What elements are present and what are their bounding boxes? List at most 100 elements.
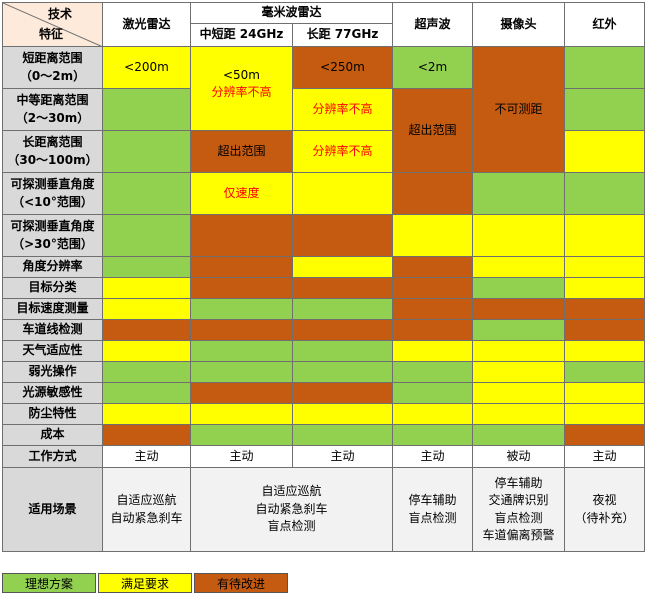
col-header-camera: 摄像头 — [472, 2, 566, 47]
cell-mm-long-angle-res — [291, 256, 394, 278]
cell-mm-long-speed — [291, 298, 394, 320]
cell-mm-long-dust — [291, 403, 394, 425]
cell-ultra-light-sens — [392, 382, 474, 404]
cell-mm-long-lane — [291, 319, 394, 341]
cell-camera-angle-res — [472, 256, 566, 278]
header-corner-cell: 技术 特征 — [2, 2, 103, 47]
row-label-weather: 天气适应性 — [2, 340, 103, 362]
cell-ir-low-light — [564, 361, 646, 383]
cell-mm-short-light-sens — [190, 382, 293, 404]
row-label-angle-res: 角度分辨率 — [2, 256, 103, 278]
row-label-mode: 工作方式 — [2, 445, 103, 468]
cell-ir-dust — [564, 403, 646, 425]
corner-label-feature: 特征 — [39, 26, 64, 41]
cell-ir-scenario: 夜视 （待补充） — [564, 467, 646, 552]
row-label-subtext: （30～100m） — [7, 152, 98, 167]
cell-mm-long-cost — [291, 424, 394, 446]
cell-ultra-vert-large — [392, 214, 474, 257]
row-label-speed: 目标速度测量 — [2, 298, 103, 320]
cell-ultra-mode: 主动 — [392, 445, 474, 468]
cell-mm-long-short: <250m — [291, 46, 394, 89]
legend-improve: 有待改进 — [194, 573, 288, 593]
cell-camera-lane — [472, 319, 566, 341]
cell-camera-cost — [472, 424, 566, 446]
cell-ultra-low-light — [392, 361, 474, 383]
cell-mm-short-angle-res — [190, 256, 293, 278]
cell-ir-vert-large — [564, 214, 646, 257]
cell-ir-classify — [564, 277, 646, 299]
cell-ir-long — [564, 130, 646, 173]
cell-ultra-dust — [392, 403, 474, 425]
scenario-item: 自动紧急刹车 — [110, 510, 183, 525]
cell-ultra-angle-res — [392, 256, 474, 278]
sensor-comparison-table: 技术 特征 激光雷达 毫米波雷达 超声波 摄像头 红外 中短距 24GHz 长距… — [2, 2, 646, 552]
cell-ir-speed — [564, 298, 646, 320]
cell-lidar-speed — [102, 298, 191, 320]
cell-mm-long-light-sens — [291, 382, 394, 404]
cell-ir-short — [564, 46, 646, 89]
cell-ir-cost — [564, 424, 646, 446]
col-header-lidar: 激光雷达 — [102, 2, 191, 47]
scenario-item: 车道偏离预警 — [482, 527, 555, 542]
scenario-item: 盲点检测 — [267, 519, 316, 534]
cell-camera-light-sens — [472, 382, 566, 404]
legend-meets: 满足要求 — [98, 573, 192, 593]
cell-ir-vert-small — [564, 172, 646, 215]
row-label-text: 长距离范围 — [22, 135, 83, 150]
cell-mm-long-long: 分辨率不高 — [291, 130, 394, 173]
col-header-ultrasonic: 超声波 — [392, 2, 474, 47]
cell-lidar-scenario: 自适应巡航 自动紧急刹车 — [102, 467, 191, 552]
cell-ir-mid — [564, 88, 646, 131]
cell-ultra-weather — [392, 340, 474, 362]
cell-mm-long-mid: 分辨率不高 — [291, 88, 394, 131]
cell-lidar-classify — [102, 277, 191, 299]
cell-mm-long-mode: 主动 — [291, 445, 394, 468]
cell-camera-vert-large — [472, 214, 566, 257]
cell-lidar-mid — [102, 88, 191, 131]
cell-camera-scenario: 停车辅助 交通牌识别 盲点检测 车道偏离预警 — [472, 467, 566, 552]
cell-ir-angle-res — [564, 256, 646, 278]
cell-mm-long-vert-large — [291, 214, 394, 257]
cell-lidar-long — [102, 130, 191, 173]
row-label-light-sens: 光源敏感性 — [2, 382, 103, 404]
row-label-text: 可探测垂直角度 — [10, 219, 95, 234]
cell-camera-range: 不可测距 — [472, 46, 566, 173]
row-label-vert-large: 可探测垂直角度 （>30°范围） — [2, 214, 103, 257]
scenario-item: 夜视 — [592, 493, 617, 508]
cell-mm-short-vert-large — [190, 214, 293, 257]
cell-lidar-vert-small — [102, 172, 191, 215]
scenario-item: 停车辅助 — [494, 475, 543, 490]
row-label-subtext: （0～2m） — [19, 68, 86, 83]
cell-camera-weather — [472, 340, 566, 362]
cell-mm-short-out: 超出范围 — [190, 130, 293, 173]
scenario-item: （待补充） — [574, 510, 635, 525]
cell-lidar-low-light — [102, 361, 191, 383]
cell-mm-long-weather — [291, 340, 394, 362]
cell-camera-vert-small — [472, 172, 566, 215]
cell-ultra-vert-small — [392, 172, 474, 215]
cell-ir-lane — [564, 319, 646, 341]
cell-text: <50m — [222, 68, 260, 82]
cell-mm-short-range: <50m 分辨率不高 — [190, 46, 293, 131]
cell-mm-short-cost — [190, 424, 293, 446]
cell-camera-low-light — [472, 361, 566, 383]
scenario-item: 自动紧急刹车 — [255, 501, 328, 516]
scenario-item: 停车辅助 — [408, 493, 457, 508]
cell-ultra-lane — [392, 319, 474, 341]
cell-ultra-short: <2m — [392, 46, 474, 89]
cell-lidar-mode: 主动 — [102, 445, 191, 468]
cell-mm-short-mode: 主动 — [190, 445, 293, 468]
cell-mm-short-vert-small: 仅速度 — [190, 172, 293, 215]
cell-mm-short-speed — [190, 298, 293, 320]
cell-lidar-dust — [102, 403, 191, 425]
cell-mmwave-scenario: 自适应巡航 自动紧急刹车 盲点检测 — [189, 467, 394, 552]
corner-diagonal-line — [3, 3, 101, 46]
cell-ultra-speed — [392, 298, 474, 320]
cell-ir-mode: 主动 — [564, 445, 646, 468]
cell-lidar-light-sens — [102, 382, 191, 404]
col-header-mm-long: 长距 77GHz — [291, 23, 394, 47]
cell-mm-short-weather — [190, 340, 293, 362]
cell-mm-short-low-light — [190, 361, 293, 383]
scenario-item: 盲点检测 — [494, 510, 543, 525]
row-label-classify: 目标分类 — [2, 277, 103, 299]
